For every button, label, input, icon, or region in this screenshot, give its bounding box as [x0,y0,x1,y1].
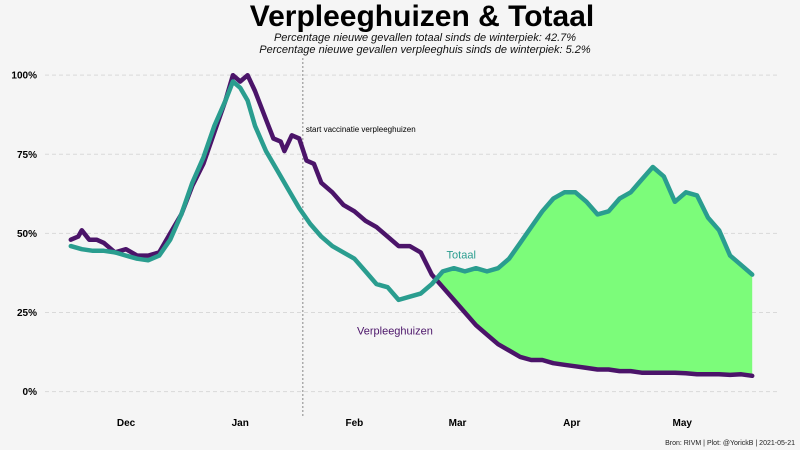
x-tick-label: Jan [232,418,249,429]
x-tick-label: Feb [346,418,364,429]
series-lines [68,72,755,379]
vaccination-annotation: start vaccinatie verpleeghuizen [306,125,416,134]
y-tick-label: 75% [17,150,37,161]
x-tick-label: May [673,418,693,429]
x-axis-ticks: Dec Jan Feb Mar Apr May [117,418,693,429]
y-tick-label: 100% [11,71,37,82]
gap-fill-area [439,167,753,376]
x-tick-label: Dec [117,418,136,429]
y-tick-label: 25% [17,308,37,319]
y-axis-ticks: 0% 25% 50% 75% 100% [11,71,37,399]
chart-title: Verpleeghuizen & Totaal [250,0,595,33]
chart-caption: Bron: RIVM | Plot: @YorickB | 2021-05-21 [665,440,795,447]
chart-subtitle-1: Percentage nieuwe gevallen totaal sinds … [274,32,576,44]
series-label-verpleeghuizen: Verpleeghuizen [357,326,433,338]
series-line-totaal [68,79,755,303]
series-labels: Totaal Verpleeghuizen [357,250,476,338]
x-tick-label: Mar [449,418,467,429]
chart-subtitle-2: Percentage nieuwe gevallen verpleeghuis … [259,44,591,56]
series-label-totaal: Totaal [447,250,476,262]
x-tick-label: Apr [563,418,580,429]
y-tick-label: 50% [17,229,37,240]
y-tick-label: 0% [23,387,38,398]
